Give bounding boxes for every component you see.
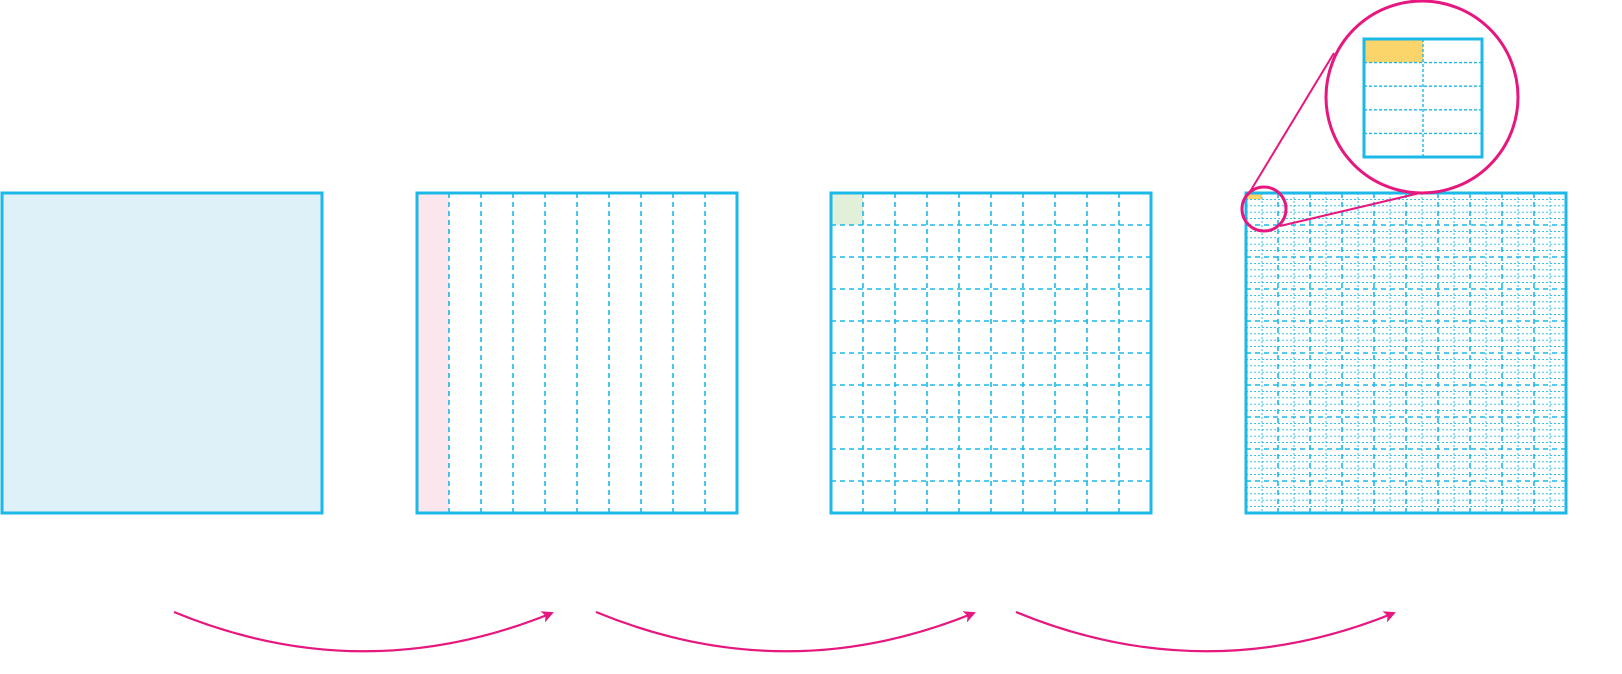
panel-hundredths-border <box>829 191 1153 515</box>
panel-tenths-highlight <box>417 193 449 513</box>
panel-tenths <box>415 191 739 515</box>
panel-thousandths-highlight <box>1246 193 1262 200</box>
zoom-callout <box>1240 0 1520 233</box>
zoom-magnifier-circle <box>1324 0 1520 195</box>
panel-thousandths <box>1244 191 1568 515</box>
panel-whole <box>0 191 324 515</box>
arrow-hundredths-to-thousandths <box>1015 610 1396 653</box>
panel-hundredths-highlight <box>831 193 863 225</box>
zoomed-cell-border <box>1362 37 1484 159</box>
arrow-tenths-to-hundredths <box>595 610 976 653</box>
panels-layer <box>0 191 1568 515</box>
arrow-whole-to-tenths <box>173 610 554 653</box>
zoomed-cell-highlight <box>1364 39 1423 63</box>
zoomed-cell <box>1362 37 1484 159</box>
panel-whole-border <box>0 191 324 515</box>
zoom-connector-line <box>1279 192 1421 227</box>
panel-tenths-border <box>415 191 739 515</box>
zoom-connector-line <box>1247 52 1335 196</box>
panel-whole-highlight <box>2 193 322 513</box>
panel-hundredths <box>829 191 1153 515</box>
arrows-layer <box>173 610 1396 653</box>
zoom-source-circle <box>1240 185 1288 233</box>
